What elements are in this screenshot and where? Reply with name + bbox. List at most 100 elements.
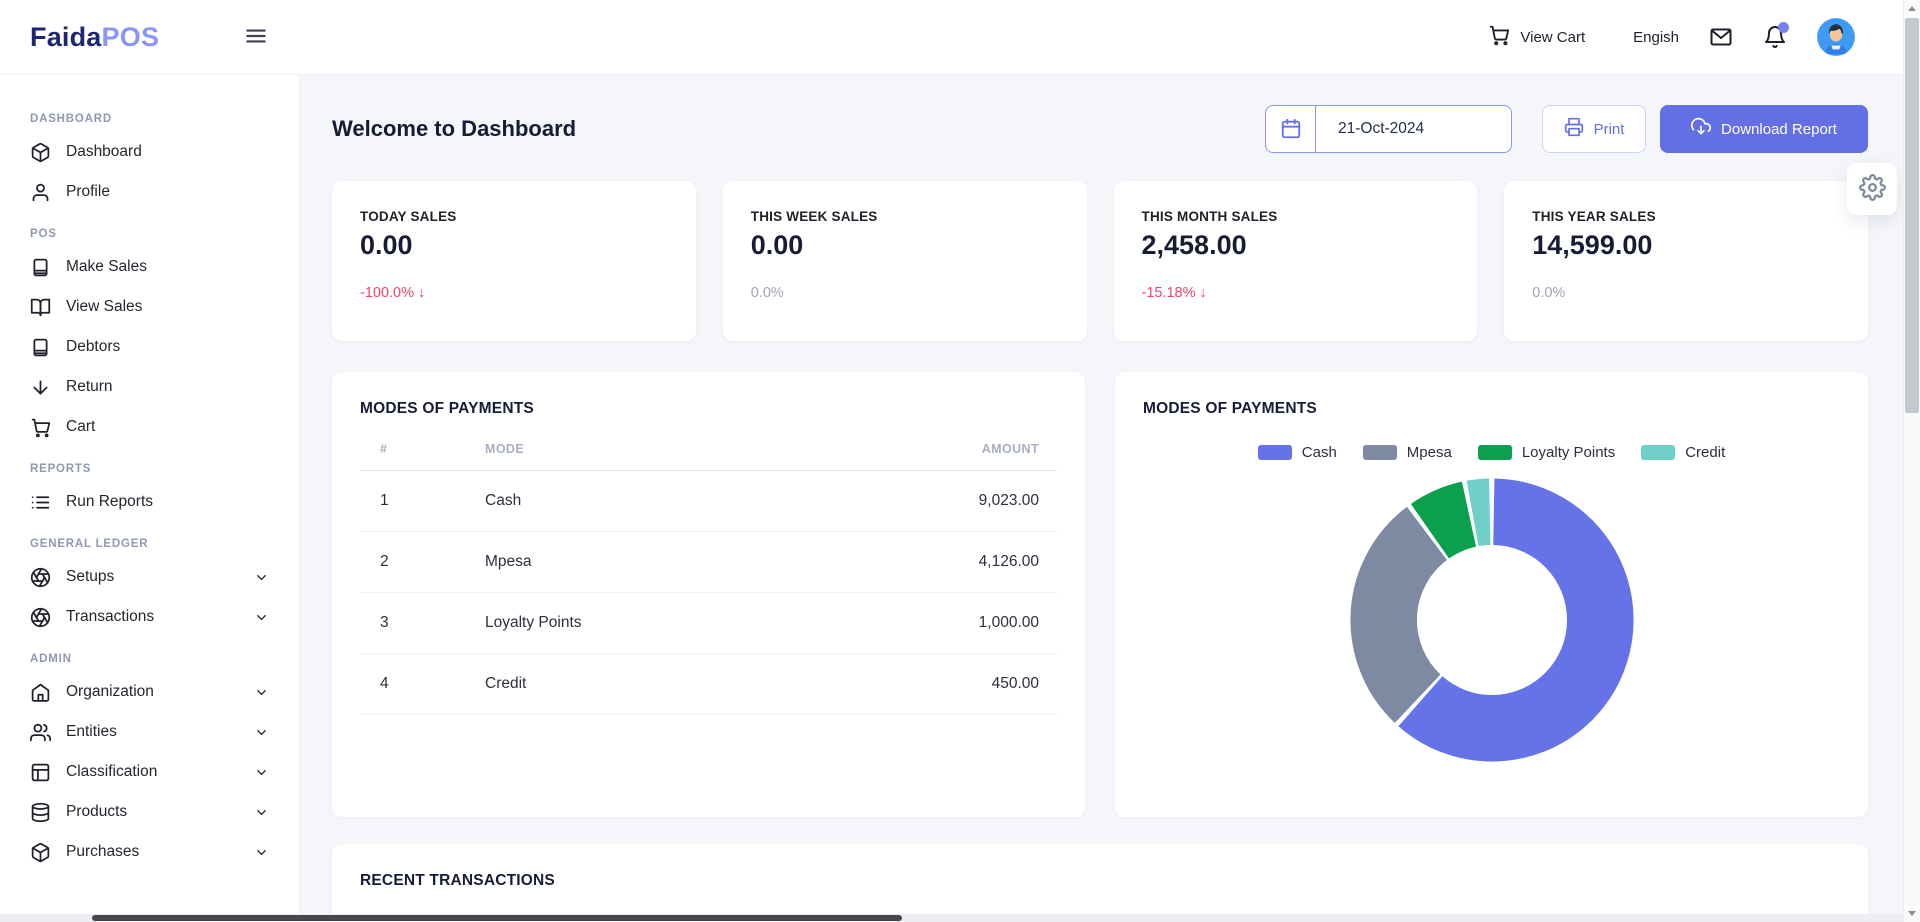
sidebar-item-purchases[interactable]: Purchases [0, 832, 299, 872]
legend-item-loyalty-points[interactable]: Loyalty Points [1477, 444, 1615, 461]
vertical-scrollbar-thumb[interactable] [1905, 18, 1919, 413]
user-avatar[interactable] [1817, 18, 1855, 56]
user-icon [30, 182, 51, 203]
sidebar-item-cart[interactable]: Cart [0, 407, 299, 447]
sidebar-item-dashboard[interactable]: Dashboard [0, 132, 299, 172]
legend-swatch [1257, 445, 1292, 460]
aperture-icon [30, 607, 51, 628]
donut-chart [1349, 478, 1634, 762]
sidebar-section-label: REPORTS [30, 463, 92, 475]
stat-card-label: THIS YEAR SALES [1532, 209, 1656, 224]
stats-cards-row: TODAY SALES 0.00 -100.0% ↓ THIS WEEK SALES 0… [332, 181, 1868, 341]
logo-text-primary: Faida [30, 21, 102, 52]
sidebar-item-label: Dashboard [66, 143, 142, 160]
sidebar-item-label: Setups [66, 568, 115, 585]
date-picker-value[interactable]: 21-Oct-2024 [1338, 120, 1425, 137]
topbar-left: FaidaPOS [0, 0, 300, 74]
payment-row-number: 4 [360, 653, 485, 715]
sidebar-item-setups[interactable]: Setups [0, 557, 299, 597]
mail-icon [1709, 25, 1733, 49]
stat-card-value: 2,458.00 [1141, 230, 1247, 260]
view-cart-button[interactable]: View Cart [1488, 24, 1585, 50]
sidebar-item-classification[interactable]: Classification [0, 752, 299, 792]
sidebar-item-label: View Sales [66, 298, 143, 315]
sidebar-item-profile[interactable]: Profile [0, 172, 299, 212]
settings-fab-button[interactable] [1847, 163, 1897, 215]
chevron-down-icon [254, 845, 269, 860]
legend-item-credit[interactable]: Credit [1641, 444, 1725, 461]
donut-segment-cash [1349, 478, 1634, 762]
table-row: 4 Credit 450.00 [360, 653, 1057, 715]
scroll-down-arrow[interactable] [1904, 905, 1920, 922]
topbar-right: View Cart Engish [1488, 18, 1903, 56]
modes-of-payments-table-panel: MODES OF PAYMENTS # MODE AMOUNT 1 Cash 9,023… [332, 372, 1085, 817]
sidebar-item-organization[interactable]: Organization [0, 672, 299, 712]
sidebar-item-label: Run Reports [66, 493, 154, 510]
box-icon [30, 842, 51, 863]
stat-card-value: 0.00 [360, 230, 413, 260]
gear-icon [1858, 174, 1886, 204]
stat-card-label: THIS MONTH SALES [1141, 209, 1278, 224]
payment-row-mode: Loyalty Points [485, 592, 801, 654]
sidebar-section-label: GENERAL LEDGER [30, 538, 149, 550]
aperture-icon [30, 567, 51, 588]
date-picker[interactable]: 21-Oct-2024 [1265, 105, 1512, 153]
messages-button[interactable] [1709, 25, 1733, 49]
payment-row-number: 1 [360, 470, 485, 532]
payments-chart-title: MODES OF PAYMENTS [1143, 400, 1317, 417]
layout-icon [30, 762, 51, 783]
sidebar-item-make-sales[interactable]: Make Sales [0, 247, 299, 287]
sidebar-item-return[interactable]: Return [0, 367, 299, 407]
payments-table: # MODE AMOUNT 1 Cash 9,023.00 2 Mpesa 4,126.00 3… [360, 428, 1057, 715]
chevron-down-icon [254, 570, 269, 585]
journal-icon [30, 337, 51, 358]
stat-card-today-sales: TODAY SALES 0.00 -100.0% ↓ [332, 181, 696, 341]
sidebar-item-view-sales[interactable]: View Sales [0, 287, 299, 327]
arrow-down-icon [30, 377, 51, 398]
sidebar-item-run-reports[interactable]: Run Reports [0, 482, 299, 522]
language-selector[interactable]: Engish [1633, 28, 1679, 46]
notifications-button[interactable] [1763, 22, 1789, 49]
payments-column-header: AMOUNT [800, 428, 1057, 471]
topbar: FaidaPOS View Cart Engish [0, 0, 1903, 75]
sidebar-item-label: Debtors [66, 338, 121, 355]
horizontal-scrollbar[interactable] [0, 914, 1903, 922]
chevron-down-icon [254, 610, 269, 625]
modes-of-payments-chart-panel: MODES OF PAYMENTS Cash Mpesa Loyalty Point… [1115, 372, 1868, 817]
chevron-down-icon [254, 805, 269, 820]
scroll-up-arrow[interactable] [1904, 0, 1920, 17]
sidebar-item-entities[interactable]: Entities [0, 712, 299, 752]
print-button[interactable]: Print [1542, 105, 1646, 153]
legend-label: Credit [1685, 444, 1726, 461]
stat-card-change: 0.0% [750, 285, 784, 301]
sidebar-item-label: Classification [66, 763, 158, 780]
table-row: 3 Loyalty Points 1,000.00 [360, 592, 1057, 654]
legend-item-cash[interactable]: Cash [1257, 444, 1337, 461]
download-report-button[interactable]: Download Report [1660, 105, 1868, 153]
chart-legend: Cash Mpesa Loyalty Points Credit [1143, 444, 1840, 461]
recent-transactions-panel: RECENT TRANSACTIONS #RECEIPT NODATECUSTO… [332, 844, 1868, 922]
download-button-label: Download Report [1721, 120, 1837, 138]
download-icon [1691, 117, 1712, 141]
sidebar-item-label: Transactions [66, 608, 155, 625]
legend-item-mpesa[interactable]: Mpesa [1362, 444, 1452, 461]
payments-column-header: # [360, 428, 485, 471]
sidebar-item-products[interactable]: Products [0, 792, 299, 832]
database-icon [30, 802, 51, 823]
print-button-label: Print [1593, 120, 1625, 138]
sidebar-toggle-button[interactable] [242, 23, 270, 51]
package-icon [30, 142, 51, 163]
sidebar-item-debtors[interactable]: Debtors [0, 327, 299, 367]
sidebar-item-label: Cart [66, 418, 96, 435]
sidebar-item-label: Purchases [66, 843, 140, 860]
stat-card-value: 0.00 [750, 230, 804, 260]
horizontal-scrollbar-thumb[interactable] [92, 915, 902, 921]
legend-label: Cash [1301, 444, 1337, 461]
users-icon [30, 722, 51, 743]
book-open-icon [30, 297, 51, 318]
donut-segment-mpesa [1349, 478, 1634, 762]
sidebar-item-transactions[interactable]: Transactions [0, 597, 299, 637]
vertical-scrollbar[interactable] [1903, 0, 1920, 922]
legend-label: Mpesa [1406, 444, 1452, 461]
